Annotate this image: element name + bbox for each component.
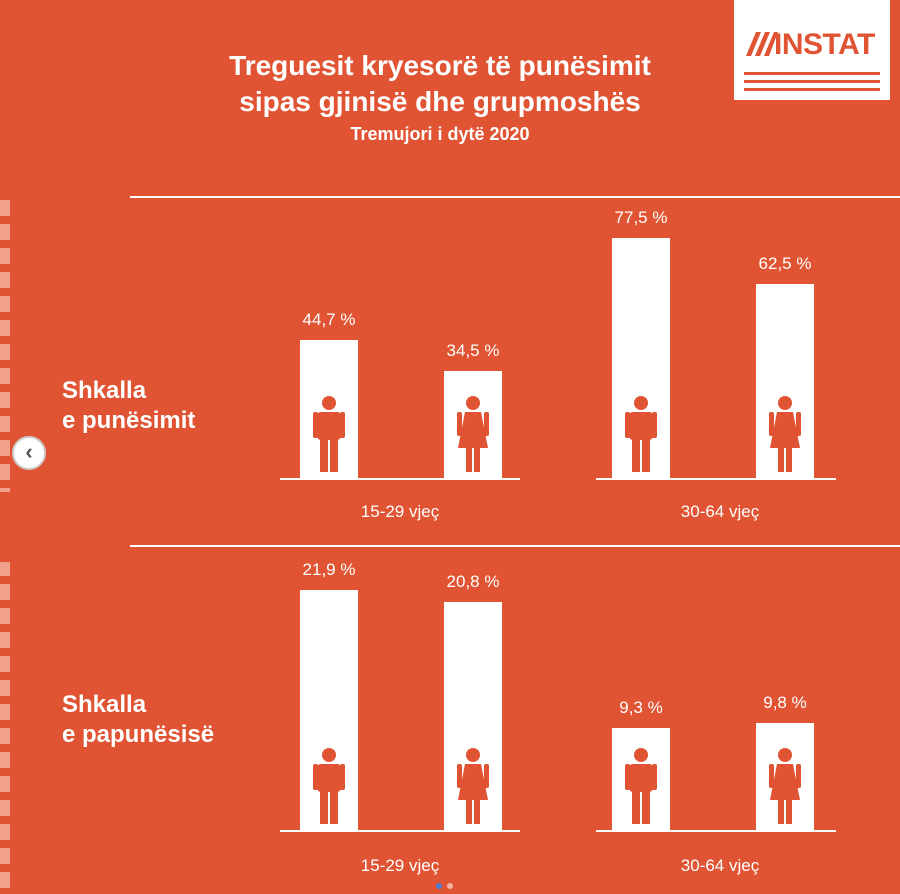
chart-title: Treguesit kryesorë të punësimit sipas gj… bbox=[120, 48, 760, 120]
instat-logo: INSTAT bbox=[734, 0, 890, 100]
row-label-employment-line1: Shkalla bbox=[62, 377, 147, 404]
logo-rule-1 bbox=[744, 72, 880, 75]
bar-value-label: 62,5 % bbox=[758, 254, 812, 274]
bar-value-label: 9,3 % bbox=[619, 698, 663, 718]
section-divider-top bbox=[130, 196, 900, 198]
logo-rule-2 bbox=[744, 80, 880, 83]
chart-subtitle: Tremujori i dytë 2020 bbox=[350, 124, 530, 144]
row-label-unemployment-line2: e papunësisë bbox=[62, 721, 215, 748]
row-label-unemployment: Shkalla e papunësisë bbox=[62, 690, 214, 750]
title-line-2: sipas gjinisë dhe grupmoshës bbox=[239, 86, 641, 117]
bar-value-label: 77,5 % bbox=[614, 208, 668, 227]
logo-text: INSTAT bbox=[774, 28, 875, 61]
carousel-prev-button[interactable]: ‹ bbox=[12, 436, 46, 470]
carousel-dots bbox=[436, 876, 458, 894]
row-label-employment: Shkalla e punësimit bbox=[62, 376, 195, 436]
logo-rule-3 bbox=[744, 88, 880, 91]
group-label-employment-15-29: 15-29 vjeç bbox=[360, 502, 440, 521]
row-label-employment-line2: e punësimit bbox=[62, 407, 196, 434]
instat-logo-mark-icon bbox=[746, 32, 778, 56]
bar-value-label: 21,9 % bbox=[302, 560, 356, 579]
bar-value-label: 34,5 % bbox=[446, 341, 500, 361]
section-divider-middle bbox=[130, 545, 900, 547]
female-icon bbox=[455, 396, 491, 472]
baseline-employment-30-64 bbox=[596, 478, 836, 480]
female-icon bbox=[767, 748, 803, 824]
row-label-unemployment-line1: Shkalla bbox=[62, 691, 147, 718]
female-icon bbox=[767, 396, 803, 472]
baseline-unemployment-30-64 bbox=[596, 830, 836, 832]
male-icon bbox=[623, 396, 659, 472]
group-label-unemployment-30-64: 30-64 vjeç bbox=[680, 856, 760, 875]
bar-value-label: 9,8 % bbox=[763, 692, 807, 712]
male-icon bbox=[311, 396, 347, 472]
bar-value-label: 44,7 % bbox=[302, 309, 356, 329]
male-icon bbox=[623, 748, 659, 824]
female-icon bbox=[455, 748, 491, 824]
title-line-1: Treguesit kryesorë të punësimit bbox=[229, 50, 651, 81]
bar-value-label: 20,8 % bbox=[446, 572, 500, 592]
carousel-dot[interactable] bbox=[447, 883, 453, 889]
baseline-unemployment-15-29 bbox=[280, 830, 520, 832]
group-label-employment-30-64: 30-64 vjeç bbox=[680, 502, 760, 521]
group-label-unemployment-15-29: 15-29 vjeç bbox=[360, 856, 440, 875]
male-icon bbox=[311, 748, 347, 824]
baseline-employment-15-29 bbox=[280, 478, 520, 480]
carousel-dot-active[interactable] bbox=[436, 883, 442, 889]
left-edge-strip bbox=[0, 200, 10, 894]
